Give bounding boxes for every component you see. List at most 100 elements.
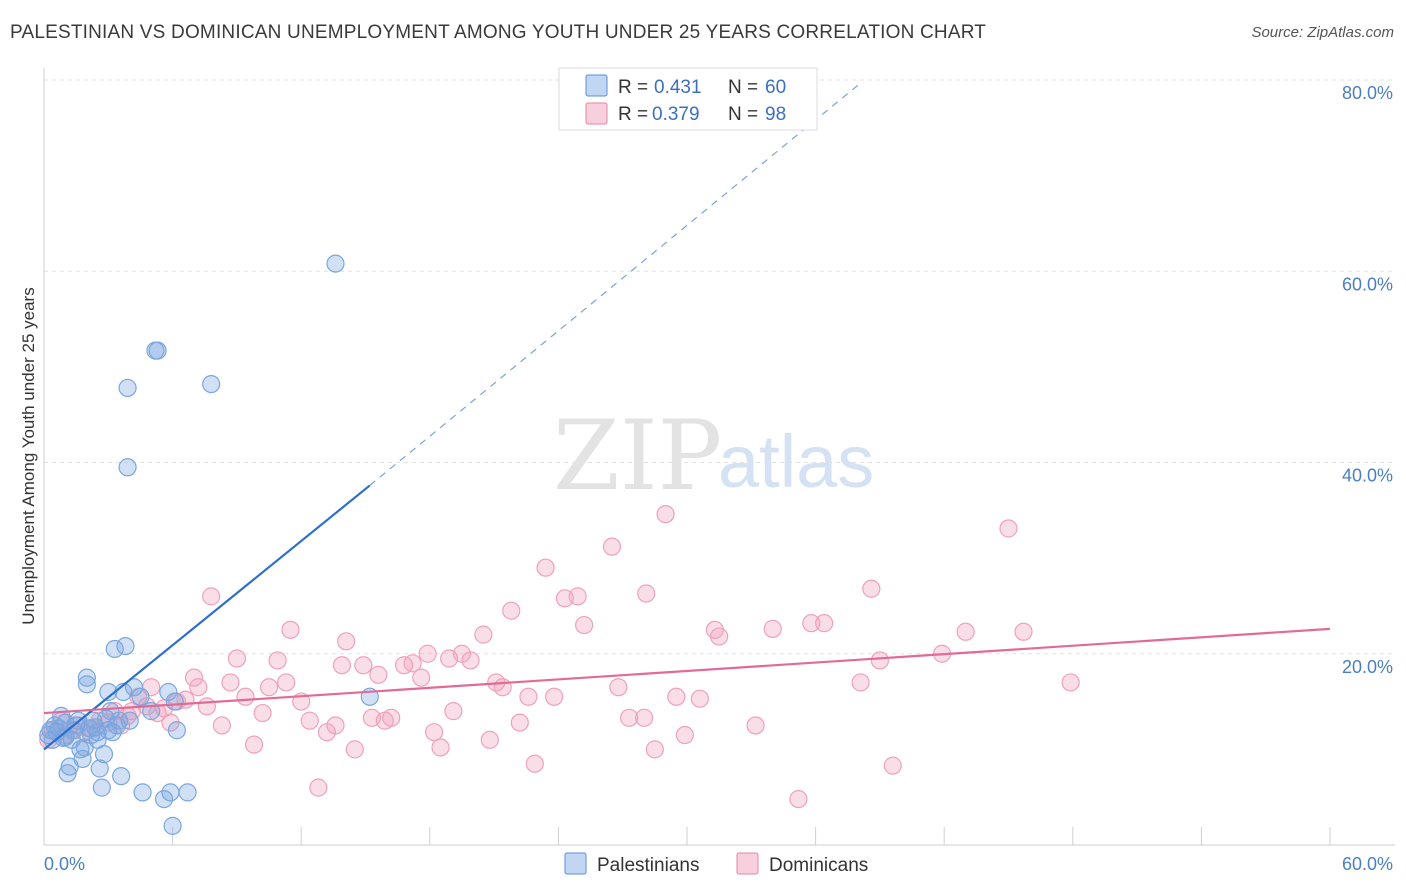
dominicans-point-75 (635, 708, 654, 727)
palestinians-point-59 (99, 721, 118, 740)
dominicans-point-26 (212, 716, 231, 735)
palestinians-point-55 (326, 254, 345, 273)
palestinians-point-51 (165, 692, 184, 711)
dominicans-point-56 (444, 702, 463, 721)
palestinians-trend-extension (369, 84, 859, 486)
dominicans-point-92 (883, 756, 902, 775)
dominicans-point-94 (956, 622, 975, 641)
trend-lines (43, 84, 1331, 751)
dominicans-point-81 (690, 689, 709, 708)
palestinians-point-54 (202, 374, 221, 394)
dominicans-point-72 (602, 537, 622, 556)
legend-swatch-palestinians (585, 74, 608, 97)
dominicans-point-52 (418, 644, 437, 663)
palestinians-point-50 (163, 816, 182, 835)
dominicans-point-87 (802, 614, 821, 633)
palestinians-trend-line (43, 484, 371, 751)
legend-r-dominicans: 0.379 (652, 104, 700, 125)
source-label: Source: ZipAtlas.com (1251, 24, 1394, 41)
dominicans-point-86 (789, 789, 808, 809)
y-tick-label-0: 20.0% (1342, 657, 1393, 677)
palestinians-point-35 (112, 767, 131, 786)
dominicans-point-70 (568, 587, 587, 606)
palestinians-point-38 (118, 378, 137, 398)
palestinians-point-16 (73, 749, 92, 769)
gridlines (44, 79, 1395, 655)
dominicans-point-66 (525, 754, 544, 773)
dominicans-point-41 (332, 656, 352, 675)
dominicans-point-68 (545, 687, 564, 706)
bottom-legend-swatch-dominicans (736, 852, 759, 875)
legend-n-label-dominicans: N = (728, 104, 758, 125)
dominicans-point-71 (575, 615, 594, 635)
palestinians-point-40 (120, 711, 139, 730)
palestinians-point-27 (94, 745, 114, 764)
dominicans-point-40 (326, 716, 345, 735)
legend-n-label-palestinians: N = (728, 77, 758, 98)
palestinians-point-29 (99, 682, 118, 702)
dominicans-point-97 (1061, 673, 1080, 692)
dominicans-point-96 (1014, 622, 1033, 641)
dominicans-point-91 (870, 651, 890, 670)
watermark: ZIP atlas (553, 400, 874, 512)
bottom-legend-palestinians: Palestinians (597, 855, 699, 876)
palestinians-point-47 (154, 789, 174, 809)
dominicans-point-44 (354, 656, 373, 675)
dominicans-point-34 (277, 673, 296, 692)
dominicans-point-76 (637, 584, 656, 603)
dominicans-point-60 (480, 730, 499, 749)
dominicans-point-51 (412, 668, 431, 687)
dominicans-point-59 (474, 625, 493, 644)
dominicans-point-73 (609, 678, 628, 697)
dominicans-trend-line (43, 627, 1331, 715)
dominicans-point-88 (815, 614, 834, 633)
chart-title: PALESTINIAN VS DOMINICAN UNEMPLOYMENT AM… (10, 22, 987, 43)
palestinians-point-18 (77, 668, 96, 687)
dominicans-point-58 (461, 651, 480, 670)
dominicans-point-84 (746, 716, 765, 735)
y-axis-label: Unemployment Among Youth under 25 years (19, 287, 38, 624)
legend-r-palestinians: 0.431 (654, 77, 702, 98)
palestinians-point-43 (133, 783, 152, 802)
palestinians-point-41 (124, 678, 144, 697)
legend-r-label-dominicans: R = (618, 104, 648, 125)
dominicans-point-42 (337, 632, 356, 651)
y-tick-label-3: 80.0% (1342, 83, 1393, 103)
dominicans-point-63 (502, 601, 521, 620)
dominicans-point-46 (369, 665, 388, 684)
dominicans-point-43 (345, 740, 364, 759)
dominicans-point-95 (999, 519, 1018, 538)
dominicans-point-64 (510, 713, 529, 732)
x-tick-labels: 0.0% 60.0% (44, 854, 1393, 874)
legend-swatch-dominicans (585, 102, 608, 125)
dominicans-point-33 (268, 651, 287, 670)
dominicans-point-30 (244, 735, 264, 754)
dominicans-point-50 (403, 654, 422, 673)
series-dominicans (39, 505, 1080, 809)
palestinians-point-52 (167, 721, 186, 740)
dominicans-point-77 (645, 740, 664, 759)
dominicans-point-53 (424, 723, 444, 742)
series-palestinians (39, 254, 379, 835)
palestinians-point-48 (159, 682, 178, 702)
dominicans-point-25 (202, 587, 221, 606)
palestinians-point-39 (118, 458, 137, 477)
x-tick-label-1: 60.0% (1342, 854, 1393, 874)
dominicans-point-74 (620, 708, 639, 727)
axes (43, 68, 1395, 846)
dominicans-point-32 (259, 678, 279, 697)
palestinians-point-42 (131, 687, 150, 706)
dominicans-point-24 (197, 697, 216, 716)
dominicans-point-85 (763, 619, 782, 638)
y-tick-labels: 20.0% 40.0% 60.0% 80.0% (1342, 83, 1393, 677)
palestinians-point-26 (92, 778, 111, 797)
palestinians-point-32 (105, 639, 124, 659)
legend-n-dominicans: 98 (765, 104, 786, 125)
bottom-legend: Palestinians Dominicans (564, 852, 868, 876)
x-tick-label-0: 0.0% (44, 854, 85, 874)
dominicans-point-35 (281, 620, 300, 639)
dominicans-point-31 (253, 703, 272, 723)
dominicans-point-37 (300, 711, 319, 730)
dominicans-point-80 (675, 725, 694, 745)
watermark-zip: ZIP (553, 400, 722, 512)
